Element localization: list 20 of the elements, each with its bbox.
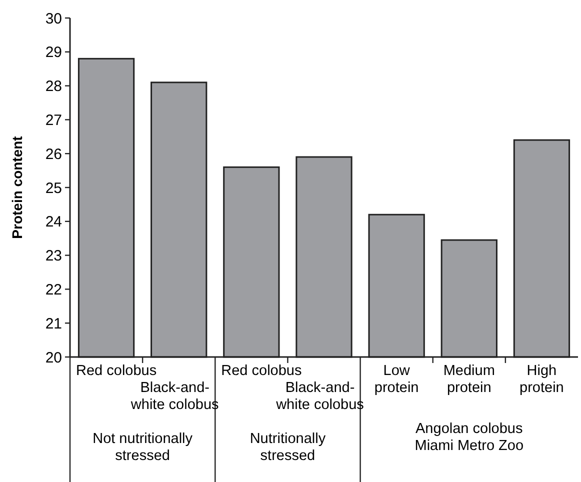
- x-tick-label: Red colobus: [76, 363, 157, 379]
- x-tick-label: Red colobus: [221, 363, 302, 379]
- y-axis-title: Protein content: [9, 136, 25, 239]
- y-tick-label: 23: [45, 248, 62, 265]
- y-tick-label: 29: [45, 44, 62, 62]
- y-tick-label: 28: [45, 78, 62, 96]
- y-tick-label: 27: [45, 112, 62, 129]
- y-tick-label: 30: [45, 10, 62, 28]
- text: Angolan colobus Miami Metro Zoo: [414, 421, 524, 454]
- x-tick-label: High protein: [520, 363, 564, 396]
- y-tick-label: 21: [45, 315, 62, 332]
- x-tick-label: Medium protein: [443, 363, 495, 396]
- text: Not nutritionally stressed: [92, 431, 194, 464]
- y-tick-label: 24: [45, 214, 62, 231]
- y-tick-label: 20: [45, 349, 62, 366]
- y-tick-label: 26: [45, 146, 62, 163]
- y-tick-label: 22: [45, 281, 62, 298]
- x-tick-label: Low protein: [374, 363, 419, 396]
- y-tick-label: 25: [45, 180, 62, 197]
- text: Nutritionally stressed: [250, 431, 326, 464]
